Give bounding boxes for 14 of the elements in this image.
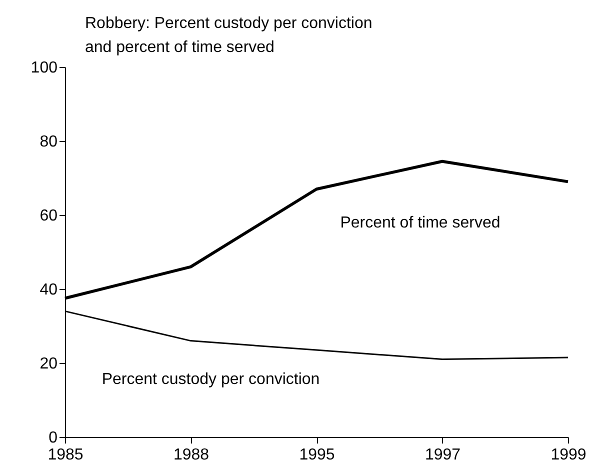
series-label: Percent custody per conviction: [102, 370, 320, 388]
y-tick-label: 0: [48, 430, 58, 446]
y-tick-label: 60: [40, 208, 58, 224]
y-tick-label: 20: [40, 356, 58, 372]
x-tick-label: 1999: [550, 446, 586, 464]
x-tick-label: 1988: [173, 446, 210, 464]
y-tick-label: 80: [40, 134, 58, 150]
x-tick-label: 1985: [48, 446, 84, 464]
y-tick-label: 100: [30, 60, 58, 76]
x-tick-label: 1995: [299, 446, 335, 464]
series-label: Percent of time served: [340, 214, 500, 232]
chart-title: Robbery: Percent custody per conviction and percent of time served: [85, 15, 372, 56]
y-tick-label: 40: [40, 282, 58, 298]
x-tick-label: 1997: [424, 446, 461, 464]
